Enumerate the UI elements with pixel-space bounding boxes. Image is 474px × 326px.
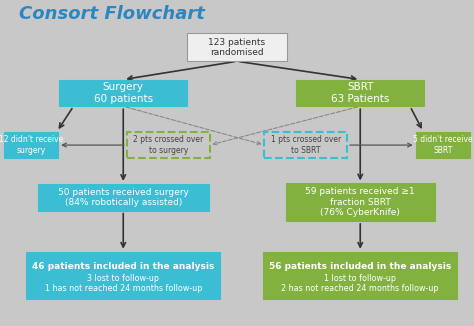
FancyBboxPatch shape xyxy=(38,184,209,211)
FancyBboxPatch shape xyxy=(3,132,58,158)
Text: 12 didn't receive
surgery: 12 didn't receive surgery xyxy=(0,135,63,155)
FancyBboxPatch shape xyxy=(296,80,424,106)
Text: Consort Flowchart: Consort Flowchart xyxy=(19,5,205,23)
FancyBboxPatch shape xyxy=(264,132,347,158)
Text: 123 patients
randomised: 123 patients randomised xyxy=(209,37,265,57)
FancyBboxPatch shape xyxy=(285,183,435,221)
FancyBboxPatch shape xyxy=(26,252,220,299)
Text: 2 pts crossed over
to surgery: 2 pts crossed over to surgery xyxy=(133,135,203,155)
Text: 59 patients received ≥1
fraction SBRT
(76% CyberKnife): 59 patients received ≥1 fraction SBRT (7… xyxy=(305,187,415,217)
Text: 50 patients received surgery
(84% robotically assisted): 50 patients received surgery (84% roboti… xyxy=(58,187,189,207)
Text: 3 lost to follow-up
1 has not reached 24 months follow-up: 3 lost to follow-up 1 has not reached 24… xyxy=(45,274,202,293)
Text: 46 patients included in the analysis: 46 patients included in the analysis xyxy=(32,262,214,272)
FancyBboxPatch shape xyxy=(187,34,287,61)
FancyBboxPatch shape xyxy=(263,252,457,299)
FancyBboxPatch shape xyxy=(59,80,187,106)
FancyBboxPatch shape xyxy=(127,132,210,158)
Text: 56 patients included in the analysis: 56 patients included in the analysis xyxy=(269,262,451,272)
Text: Surgery
60 patients: Surgery 60 patients xyxy=(94,82,153,104)
Text: SBRT
63 Patients: SBRT 63 Patients xyxy=(331,82,390,104)
Text: 1 pts crossed over
to SBRT: 1 pts crossed over to SBRT xyxy=(271,135,341,155)
Text: 5 didn't receive
SBRT: 5 didn't receive SBRT xyxy=(413,135,473,155)
FancyBboxPatch shape xyxy=(416,132,470,158)
Text: 1 lost to follow-up
2 has not reached 24 months follow-up: 1 lost to follow-up 2 has not reached 24… xyxy=(282,274,439,293)
